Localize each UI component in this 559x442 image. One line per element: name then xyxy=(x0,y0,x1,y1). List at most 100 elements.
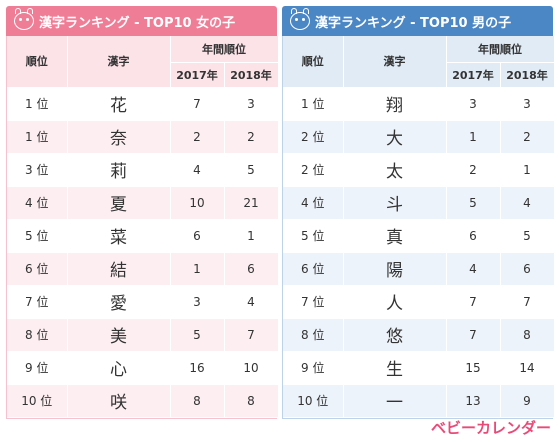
year-2017-cell: 3 xyxy=(446,87,501,121)
face-icon xyxy=(290,8,310,30)
year-2017-cell: 2 xyxy=(170,120,225,154)
year-2018-cell: 1 xyxy=(224,219,279,253)
rank-cell: 1 位 xyxy=(7,87,68,121)
rank-cell: 4 位 xyxy=(283,186,344,220)
girls-panel-title: 漢字ランキング - TOP10 女の子 xyxy=(39,15,236,31)
table-row: 9 位心 16 10 xyxy=(7,351,279,385)
table-row: 4 位夏 10 21 xyxy=(7,186,279,220)
year-2017-cell: 15 xyxy=(446,351,501,385)
rank-cell: 10 位 xyxy=(283,384,344,418)
kanji-cell: 斗 xyxy=(343,186,447,220)
kanji-cell: 咲 xyxy=(67,384,171,418)
year-2018-cell: 7 xyxy=(224,318,279,352)
year-2017-cell: 7 xyxy=(446,318,501,352)
year-2017-cell: 13 xyxy=(446,384,501,418)
kanji-cell: 心 xyxy=(67,351,171,385)
rank-cell: 1 位 xyxy=(283,87,344,121)
year-2018-cell: 5 xyxy=(500,219,555,253)
rank-cell: 8 位 xyxy=(7,318,68,352)
year-2018-cell: 6 xyxy=(500,252,555,286)
year-2017-cell: 5 xyxy=(446,186,501,220)
year-2018-cell: 14 xyxy=(500,351,555,385)
year-2017-cell: 16 xyxy=(170,351,225,385)
girls-kanji-header: 漢字 xyxy=(67,36,171,88)
boys-yearly-rank-header: 年間順位 xyxy=(446,36,555,63)
rank-cell: 1 位 xyxy=(7,120,68,154)
year-2018-cell: 2 xyxy=(500,120,555,154)
year-2017-cell: 5 xyxy=(170,318,225,352)
year-2017-cell: 4 xyxy=(446,252,501,286)
year-2018-cell: 3 xyxy=(500,87,555,121)
rank-cell: 5 位 xyxy=(7,219,68,253)
year-2017-cell: 8 xyxy=(170,384,225,418)
kanji-cell: 生 xyxy=(343,351,447,385)
year-2018-cell: 4 xyxy=(500,186,555,220)
year-2018-cell: 21 xyxy=(224,186,279,220)
rank-cell: 2 位 xyxy=(283,120,344,154)
year-2017-cell: 1 xyxy=(170,252,225,286)
kanji-cell: 菜 xyxy=(67,219,171,253)
girls-panel-header: 漢字ランキング - TOP10 女の子 xyxy=(6,6,277,36)
year-2017-cell: 3 xyxy=(170,285,225,319)
rank-cell: 9 位 xyxy=(283,351,344,385)
rank-cell: 4 位 xyxy=(7,186,68,220)
kanji-cell: 愛 xyxy=(67,285,171,319)
rank-cell: 9 位 xyxy=(7,351,68,385)
kanji-cell: 結 xyxy=(67,252,171,286)
girls-yearly-rank-header: 年間順位 xyxy=(170,36,279,63)
table-row: 10 位一 13 9 xyxy=(283,384,555,418)
kanji-cell: 悠 xyxy=(343,318,447,352)
brand-logo[interactable]: ベビーカレンダー xyxy=(430,419,551,437)
girls-rank-header: 順位 xyxy=(7,36,68,88)
year-2018-cell: 2 xyxy=(224,120,279,154)
year-2018-cell: 6 xyxy=(224,252,279,286)
boys-panel-header: 漢字ランキング - TOP10 男の子 xyxy=(282,6,553,36)
year-2018-cell: 3 xyxy=(224,87,279,121)
kanji-cell: 人 xyxy=(343,285,447,319)
year-2018-cell: 5 xyxy=(224,153,279,187)
boys-rank-header: 順位 xyxy=(283,36,344,88)
kanji-cell: 美 xyxy=(67,318,171,352)
kanji-cell: 莉 xyxy=(67,153,171,187)
year-2017-cell: 1 xyxy=(446,120,501,154)
rank-cell: 6 位 xyxy=(7,252,68,286)
kanji-cell: 翔 xyxy=(343,87,447,121)
year-2017-cell: 6 xyxy=(446,219,501,253)
rank-cell: 10 位 xyxy=(7,384,68,418)
rank-cell: 7 位 xyxy=(7,285,68,319)
table-row: 9 位生 15 14 xyxy=(283,351,555,385)
year-2018-cell: 4 xyxy=(224,285,279,319)
year-2018-cell: 9 xyxy=(500,384,555,418)
kanji-cell: 陽 xyxy=(343,252,447,286)
kanji-cell: 夏 xyxy=(67,186,171,220)
rank-cell: 3 位 xyxy=(7,153,68,187)
year-2018-cell: 10 xyxy=(224,351,279,385)
boys-year-2018-header: 2018年 xyxy=(500,62,555,88)
boys-kanji-header: 漢字 xyxy=(343,36,447,88)
girls-year-2018-header: 2018年 xyxy=(224,62,279,88)
rank-cell: 7 位 xyxy=(283,285,344,319)
face-icon xyxy=(14,8,34,30)
year-2018-cell: 1 xyxy=(500,153,555,187)
kanji-cell: 大 xyxy=(343,120,447,154)
rank-cell: 5 位 xyxy=(283,219,344,253)
